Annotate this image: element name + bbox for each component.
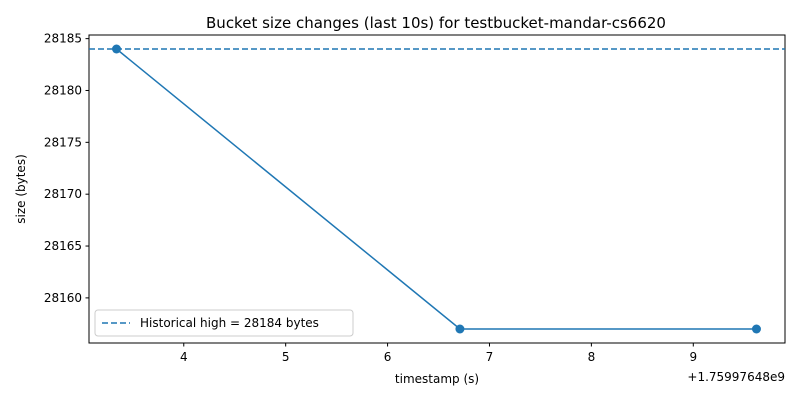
x-axis-ticks: 4 5 6 7 8 9 <box>180 343 697 364</box>
plot-frame <box>88 34 786 344</box>
series-points <box>112 44 761 334</box>
y-tick-label: 28185 <box>44 32 82 46</box>
x-tick-label: 7 <box>486 350 494 364</box>
chart-title: Bucket size changes (last 10s) for testb… <box>206 14 666 32</box>
data-point <box>455 324 465 334</box>
data-point <box>112 44 122 54</box>
y-tick-label: 28180 <box>44 83 82 97</box>
legend-label: Historical high = 28184 bytes <box>140 316 319 330</box>
y-tick-label: 28175 <box>44 135 82 149</box>
series-line <box>116 48 757 330</box>
y-axis-ticks: 28160 28165 28170 28175 28180 28185 <box>44 32 89 305</box>
x-axis-offset: +1.75997648e9 <box>687 370 785 384</box>
y-axis-label: size (bytes) <box>14 154 28 224</box>
y-tick-label: 28160 <box>44 291 82 305</box>
x-tick-label: 9 <box>689 350 697 364</box>
x-axis-label: timestamp (s) <box>395 372 479 386</box>
x-tick-label: 8 <box>588 350 596 364</box>
y-tick-label: 28170 <box>44 187 82 201</box>
x-tick-label: 6 <box>384 350 392 364</box>
legend-box <box>94 309 354 337</box>
legend: Historical high = 28184 bytes <box>94 309 354 337</box>
x-tick-label: 5 <box>282 350 290 364</box>
data-point <box>751 324 761 334</box>
y-tick-label: 28165 <box>44 239 82 253</box>
x-tick-label: 4 <box>180 350 188 364</box>
